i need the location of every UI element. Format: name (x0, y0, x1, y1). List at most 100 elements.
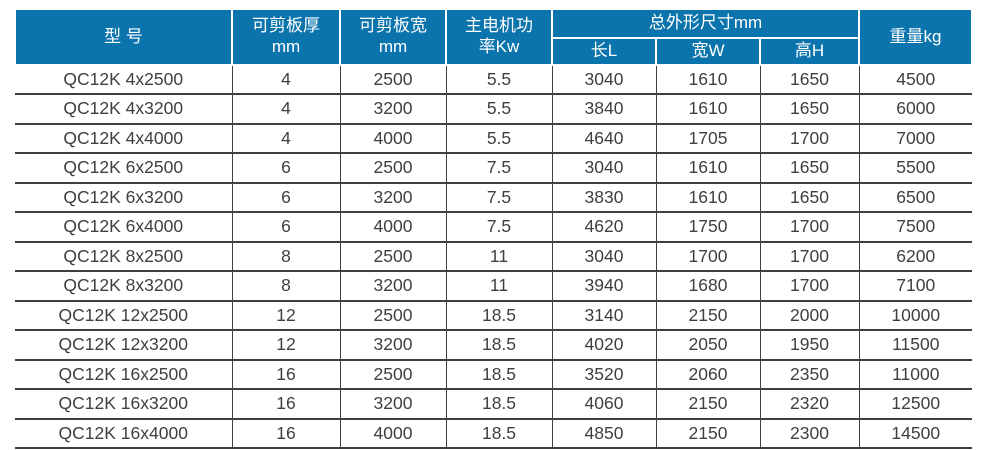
cell-model: QC12K 12x2500 (15, 300, 232, 332)
cell-length: 4850 (551, 418, 656, 450)
cell-height: 1650 (759, 153, 860, 184)
cell-height: 1650 (759, 94, 860, 125)
table-row: QC12K 4x4000 4 4000 5.5 4640 1705 1700 7000 (15, 123, 973, 155)
cell-length: 4640 (551, 123, 656, 155)
cell-power: 7.5 (445, 182, 552, 214)
col-header-power: 主电机功 率Kw (445, 8, 553, 66)
table-row: QC12K 16x2500 16 2500 18.5 3520 2060 2350 11000 (15, 359, 973, 391)
cell-model: QC12K 16x2500 (15, 359, 232, 391)
cell-thickness: 16 (231, 389, 340, 420)
cell-height: 1950 (759, 330, 860, 361)
cell-height: 1700 (759, 212, 860, 243)
cell-weight: 6000 (858, 94, 973, 125)
cell-model: QC12K 6x4000 (15, 212, 232, 243)
cell-height: 2300 (759, 418, 860, 450)
cell-length: 3840 (551, 94, 656, 125)
cell-length: 3040 (551, 64, 656, 96)
cell-height: 1700 (759, 123, 860, 155)
col-header-length: 长L (551, 37, 657, 66)
cell-thickness: 8 (231, 271, 340, 302)
cell-power: 18.5 (445, 389, 552, 420)
cell-width: 1700 (655, 241, 760, 273)
cell-plate-width: 3200 (339, 94, 446, 125)
col-header-thickness: 可剪板厚 mm (231, 8, 341, 66)
cell-power: 5.5 (445, 64, 552, 96)
cell-height: 1650 (759, 182, 860, 214)
cell-weight: 14500 (858, 418, 973, 450)
cell-power: 5.5 (445, 94, 552, 125)
cell-width: 1610 (655, 94, 760, 125)
cell-model: QC12K 6x3200 (15, 182, 232, 214)
spec-table: 型 号 可剪板厚 mm 可剪板宽 mm 主电机功 率Kw 总外形尺寸mm 重量k… (14, 8, 974, 450)
col-header-dimensions-group: 总外形尺寸mm (550, 8, 861, 39)
header-row-sub: 长L 宽W 高H (15, 37, 972, 66)
cell-length: 3940 (551, 271, 656, 302)
cell-model: QC12K 16x4000 (15, 418, 232, 450)
cell-height: 1700 (759, 271, 860, 302)
cell-plate-width: 3200 (339, 389, 446, 420)
cell-weight: 6200 (858, 241, 973, 273)
table-row: QC12K 16x4000 16 4000 18.5 4850 2150 2300 14500 (15, 418, 973, 450)
cell-weight: 12500 (858, 389, 973, 420)
col-header-height: 高H (758, 37, 861, 66)
cell-plate-width: 4000 (339, 418, 446, 450)
cell-width: 1750 (655, 212, 760, 243)
cell-model: QC12K 12x3200 (15, 330, 232, 361)
cell-weight: 6500 (858, 182, 973, 214)
col-header-weight: 重量kg (858, 8, 974, 66)
cell-weight: 7100 (858, 271, 973, 302)
table-row: QC12K 12x2500 12 2500 18.5 3140 2150 2000 10000 (15, 300, 973, 332)
cell-model: QC12K 4x2500 (15, 64, 232, 96)
col-header-plate-width: 可剪板宽 mm (339, 8, 447, 66)
cell-plate-width: 2500 (339, 64, 446, 96)
cell-power: 18.5 (445, 418, 552, 450)
cell-width: 1610 (655, 64, 760, 96)
cell-width: 2060 (655, 359, 760, 391)
cell-weight: 7000 (858, 123, 973, 155)
cell-plate-width: 4000 (339, 212, 446, 243)
header-row-top: 型 号 可剪板厚 mm 可剪板宽 mm 主电机功 率Kw 总外形尺寸mm 重量k… (14, 8, 974, 66)
cell-power: 7.5 (445, 153, 552, 184)
spec-table-header: 型 号 可剪板厚 mm 可剪板宽 mm 主电机功 率Kw 总外形尺寸mm 重量k… (14, 8, 974, 66)
cell-thickness: 16 (231, 359, 340, 391)
cell-height: 1650 (759, 64, 860, 96)
cell-model: QC12K 16x3200 (15, 389, 232, 420)
cell-thickness: 12 (231, 300, 340, 332)
cell-thickness: 12 (231, 330, 340, 361)
table-row: QC12K 6x4000 6 4000 7.5 4620 1750 1700 7500 (15, 212, 973, 243)
cell-height: 1700 (759, 241, 860, 273)
cell-weight: 4500 (858, 64, 973, 96)
cell-plate-width: 2500 (339, 300, 446, 332)
cell-plate-width: 2500 (339, 359, 446, 391)
col-header-width: 宽W (655, 37, 761, 66)
cell-height: 2350 (759, 359, 860, 391)
cell-plate-width: 2500 (339, 153, 446, 184)
cell-length: 4620 (551, 212, 656, 243)
cell-power: 18.5 (445, 300, 552, 332)
col-header-model: 型 号 (14, 8, 233, 66)
table-row: QC12K 12x3200 12 3200 18.5 4020 2050 1950 11500 (15, 330, 973, 361)
table-row: QC12K 16x3200 16 3200 18.5 4060 2150 2320 12500 (15, 389, 973, 420)
cell-weight: 11000 (858, 359, 973, 391)
cell-width: 2150 (655, 300, 760, 332)
table-row: QC12K 8x3200 8 3200 11 3940 1680 1700 7100 (15, 271, 973, 302)
cell-model: QC12K 4x4000 (15, 123, 232, 155)
cell-length: 3040 (551, 241, 656, 273)
cell-model: QC12K 4x3200 (15, 94, 232, 125)
cell-width: 2150 (655, 389, 760, 420)
cell-length: 3040 (551, 153, 656, 184)
cell-length: 3140 (551, 300, 656, 332)
cell-model: QC12K 8x3200 (15, 271, 232, 302)
cell-thickness: 16 (231, 418, 340, 450)
cell-width: 2050 (655, 330, 760, 361)
cell-weight: 11500 (858, 330, 973, 361)
cell-power: 11 (445, 241, 552, 273)
cell-model: QC12K 6x2500 (15, 153, 232, 184)
cell-thickness: 4 (231, 94, 340, 125)
cell-plate-width: 3200 (339, 182, 446, 214)
table-row: QC12K 4x2500 4 2500 5.5 3040 1610 1650 4500 (15, 64, 973, 96)
cell-power: 7.5 (445, 212, 552, 243)
cell-width: 1705 (655, 123, 760, 155)
cell-model: QC12K 8x2500 (15, 241, 232, 273)
